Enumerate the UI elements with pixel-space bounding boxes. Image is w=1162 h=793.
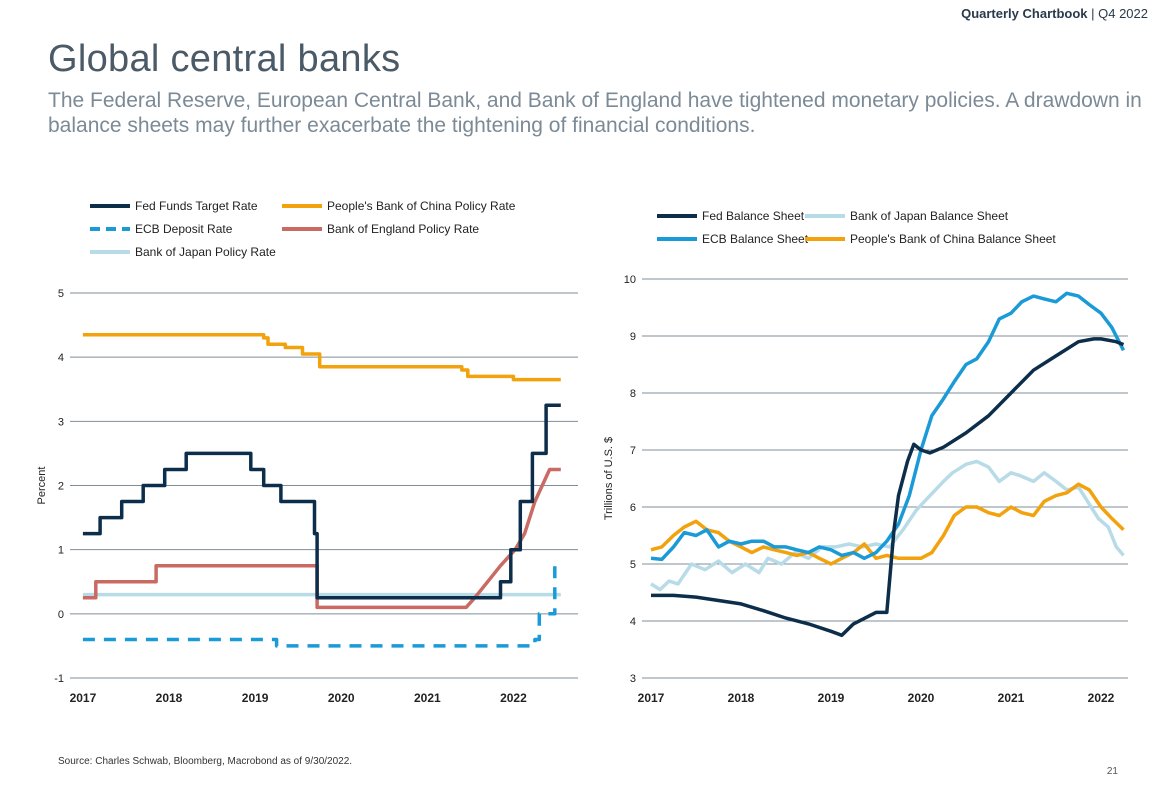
y-tick-label: 8	[630, 388, 636, 400]
x-tick-label: 2019	[242, 691, 269, 705]
y-tick-label: -1	[54, 673, 64, 685]
x-tick-label: 2019	[818, 691, 845, 705]
y-tick-label: 2	[58, 481, 64, 493]
x-tick-label: 2018	[728, 691, 755, 705]
page-title: Global central banks	[48, 38, 401, 80]
report-name: Quarterly Chartbook	[961, 6, 1088, 21]
legend-label: People's Bank of China Policy Rate	[327, 199, 516, 213]
series-line-bank-of-england-policy-rate	[82, 467, 561, 610]
series-line-ecb-deposit-rate	[82, 563, 561, 648]
y-tick-label: 4	[58, 352, 64, 364]
series-line-people-s-bank-of-china-policy-rate	[82, 332, 561, 382]
legend-label: Fed Funds Target Rate	[135, 199, 258, 213]
report-period: Q4 2022	[1098, 6, 1148, 21]
source-note: Source: Charles Schwab, Bloomberg, Macro…	[58, 756, 353, 767]
legend-label: Bank of Japan Balance Sheet	[850, 209, 1009, 223]
report-header: Quarterly Chartbook | Q4 2022	[961, 6, 1148, 21]
x-tick-label: 2017	[638, 691, 665, 705]
y-tick-label: 4	[630, 616, 636, 628]
x-tick-label: 2017	[70, 691, 97, 705]
x-tick-label: 2021	[414, 691, 441, 705]
series-line-bank-of-japan-balance-sheet	[650, 459, 1125, 592]
legend-label: Bank of Japan Policy Rate	[135, 245, 276, 259]
page-subtitle: The Federal Reserve, European Central Ba…	[48, 89, 1142, 137]
x-tick-label: 2022	[500, 691, 527, 705]
policy-rates-chart: -1 0 1 2 3 4 5 2017 2018 2019 2020 2021 2022 Percent F…	[36, 199, 578, 705]
y-tick-label: 5	[630, 559, 636, 571]
y-tick-label: 6	[630, 502, 636, 514]
y-tick-label: 5	[58, 288, 64, 300]
y-tick-label: 0	[58, 609, 64, 621]
x-tick-label: 2020	[328, 691, 355, 705]
y-tick-label: 1	[58, 545, 64, 557]
y-tick-label: 9	[630, 331, 636, 343]
series-line-fed-funds-target-rate	[82, 403, 561, 600]
x-tick-label: 2018	[156, 691, 183, 705]
y-axis-title: Percent	[36, 467, 48, 505]
series-line-ecb-balance-sheet	[650, 291, 1126, 562]
x-tick-label: 2022	[1088, 691, 1115, 705]
legend-label: ECB Balance Sheet	[702, 232, 809, 246]
x-tick-label: 2020	[908, 691, 935, 705]
y-tick-label: 3	[58, 416, 64, 428]
series-line-people-s-bank-of-china-balance-sheet	[650, 482, 1125, 566]
page-number: 21	[1106, 766, 1118, 777]
legend-label: Fed Balance Sheet	[702, 209, 805, 223]
y-tick-label: 3	[630, 673, 636, 685]
y-tick-label: 10	[624, 274, 636, 286]
y-axis-title: Trillions of U.S. $	[603, 437, 615, 520]
legend-label: ECB Deposit Rate	[135, 222, 233, 236]
legend-label: People's Bank of China Balance Sheet	[850, 232, 1056, 246]
legend-label: Bank of England Policy Rate	[327, 222, 479, 236]
series-line-fed-balance-sheet	[651, 337, 1125, 638]
header-separator: |	[1087, 6, 1099, 21]
y-tick-label: 7	[630, 445, 636, 457]
x-tick-label: 2021	[998, 691, 1025, 705]
